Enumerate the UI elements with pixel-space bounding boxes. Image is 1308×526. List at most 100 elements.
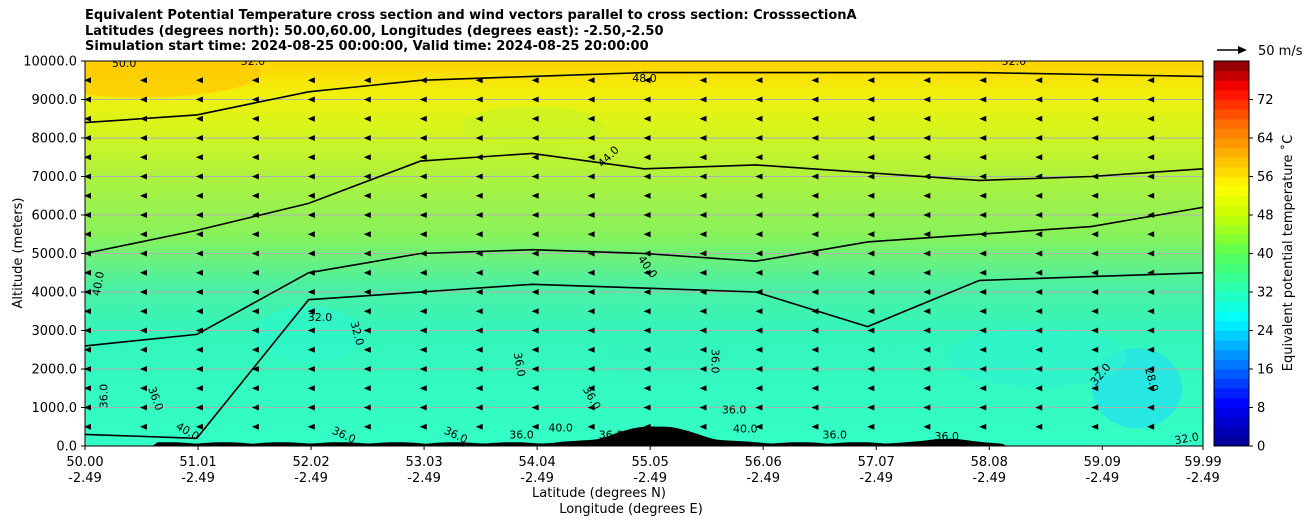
wind-vector <box>923 231 931 238</box>
wind-vector <box>979 404 987 411</box>
wind-vector <box>307 192 315 199</box>
wind-vector <box>307 212 315 218</box>
wind-vector <box>587 173 595 180</box>
wind-vector <box>1035 154 1043 161</box>
x-tick-label-lon: -2.49 <box>1085 471 1119 486</box>
wind-vector <box>195 404 203 411</box>
wind-vector <box>195 385 203 392</box>
contour-label: 28.0 <box>1142 366 1161 393</box>
wind-vector <box>419 173 427 180</box>
contour-label: 36.0 <box>599 428 624 441</box>
y-tick-label: 8000.0 <box>32 132 78 147</box>
colorbar-level <box>1214 118 1249 129</box>
wind-vector <box>195 212 203 218</box>
colorbar-level <box>1214 292 1249 303</box>
colorbar-level <box>1214 70 1249 81</box>
colorbar-level <box>1214 378 1249 389</box>
colorbar-level <box>1214 340 1249 351</box>
wind-vector <box>419 115 427 122</box>
wind-vector <box>979 308 987 315</box>
wind-vector <box>867 135 875 141</box>
wind-vector <box>1147 154 1155 161</box>
wind-vector <box>475 231 483 238</box>
x-tick-label-lon: -2.49 <box>407 471 441 486</box>
wind-vector <box>587 385 595 392</box>
wind-vector <box>1091 250 1099 257</box>
wind-vector <box>643 96 651 103</box>
wind-vector <box>1147 289 1155 295</box>
x-axis: 50.00-2.4951.01-2.4952.02-2.4953.03-2.49… <box>66 446 1222 486</box>
wind-vector <box>811 289 819 295</box>
wind-vector <box>923 366 931 372</box>
wind-vector <box>139 404 147 411</box>
wind-vector <box>979 423 987 430</box>
wind-vector <box>1091 115 1099 122</box>
contour-label: 52.0 <box>241 55 266 68</box>
wind-vector <box>867 308 875 315</box>
colorbar-level <box>1214 282 1249 293</box>
wind-vector <box>923 327 931 334</box>
wind-vector <box>867 250 875 257</box>
wind-vector <box>979 250 987 257</box>
colorbar-level <box>1214 205 1249 216</box>
wind-vector <box>85 212 91 218</box>
wind-vector <box>531 423 539 430</box>
wind-vector <box>811 135 819 141</box>
contour-line-36.0 <box>85 272 1203 440</box>
wind-vector <box>867 346 875 353</box>
wind-vector <box>307 346 315 353</box>
wind-vector <box>1147 173 1155 180</box>
field-blob <box>253 306 364 363</box>
wind-vector <box>811 404 819 411</box>
wind-vector <box>1147 135 1155 141</box>
wind-vector <box>251 173 259 180</box>
contour-label: 32.0 <box>348 320 367 347</box>
wind-vector <box>251 308 259 315</box>
wind-vector <box>251 269 259 276</box>
colorbar-level <box>1214 128 1249 139</box>
wind-vector <box>85 308 91 315</box>
wind-vector <box>643 154 651 161</box>
wind-vector <box>531 327 539 334</box>
wind-vector <box>979 135 987 141</box>
contour-label: 36.0 <box>722 403 747 416</box>
wind-vector <box>85 346 91 353</box>
wind-vector <box>1035 269 1043 276</box>
wind-vector <box>363 154 371 161</box>
wind-vector <box>307 173 315 180</box>
wind-vector <box>811 327 819 334</box>
wind-vector <box>85 250 91 257</box>
wind-vector <box>419 77 427 84</box>
wind-vector <box>587 231 595 238</box>
x-tick-label-lat: 50.00 <box>66 455 103 470</box>
wind-vector <box>363 289 371 295</box>
wind-vector <box>1091 212 1099 218</box>
wind-vector <box>643 404 651 411</box>
wind-vector <box>979 173 987 180</box>
wind-vector <box>363 308 371 315</box>
wind-vector <box>1147 77 1155 84</box>
colorbar-level <box>1214 186 1249 197</box>
wind-vector <box>867 192 875 199</box>
wind-vector <box>867 96 875 103</box>
colorbar-level <box>1214 138 1249 149</box>
wind-vector <box>419 423 427 430</box>
wind-vector <box>531 308 539 315</box>
wind-vector <box>923 308 931 315</box>
wind-vector <box>419 231 427 238</box>
wind-vector <box>979 212 987 218</box>
wind-vector <box>195 115 203 122</box>
x-axis-label-latitude: Latitude (degrees N) <box>532 486 666 501</box>
colorbar-level <box>1214 301 1249 312</box>
wind-vector <box>1091 385 1099 392</box>
wind-vector <box>979 154 987 161</box>
wind-vector <box>699 154 707 161</box>
wind-vector <box>251 404 259 411</box>
wind-vector <box>643 308 651 315</box>
y-tick-label: 5000.0 <box>32 247 78 262</box>
wind-vector <box>1147 308 1155 315</box>
wind-vector <box>979 192 987 199</box>
wind-vector <box>251 77 259 84</box>
x-tick-label-lon: -2.49 <box>746 471 780 486</box>
